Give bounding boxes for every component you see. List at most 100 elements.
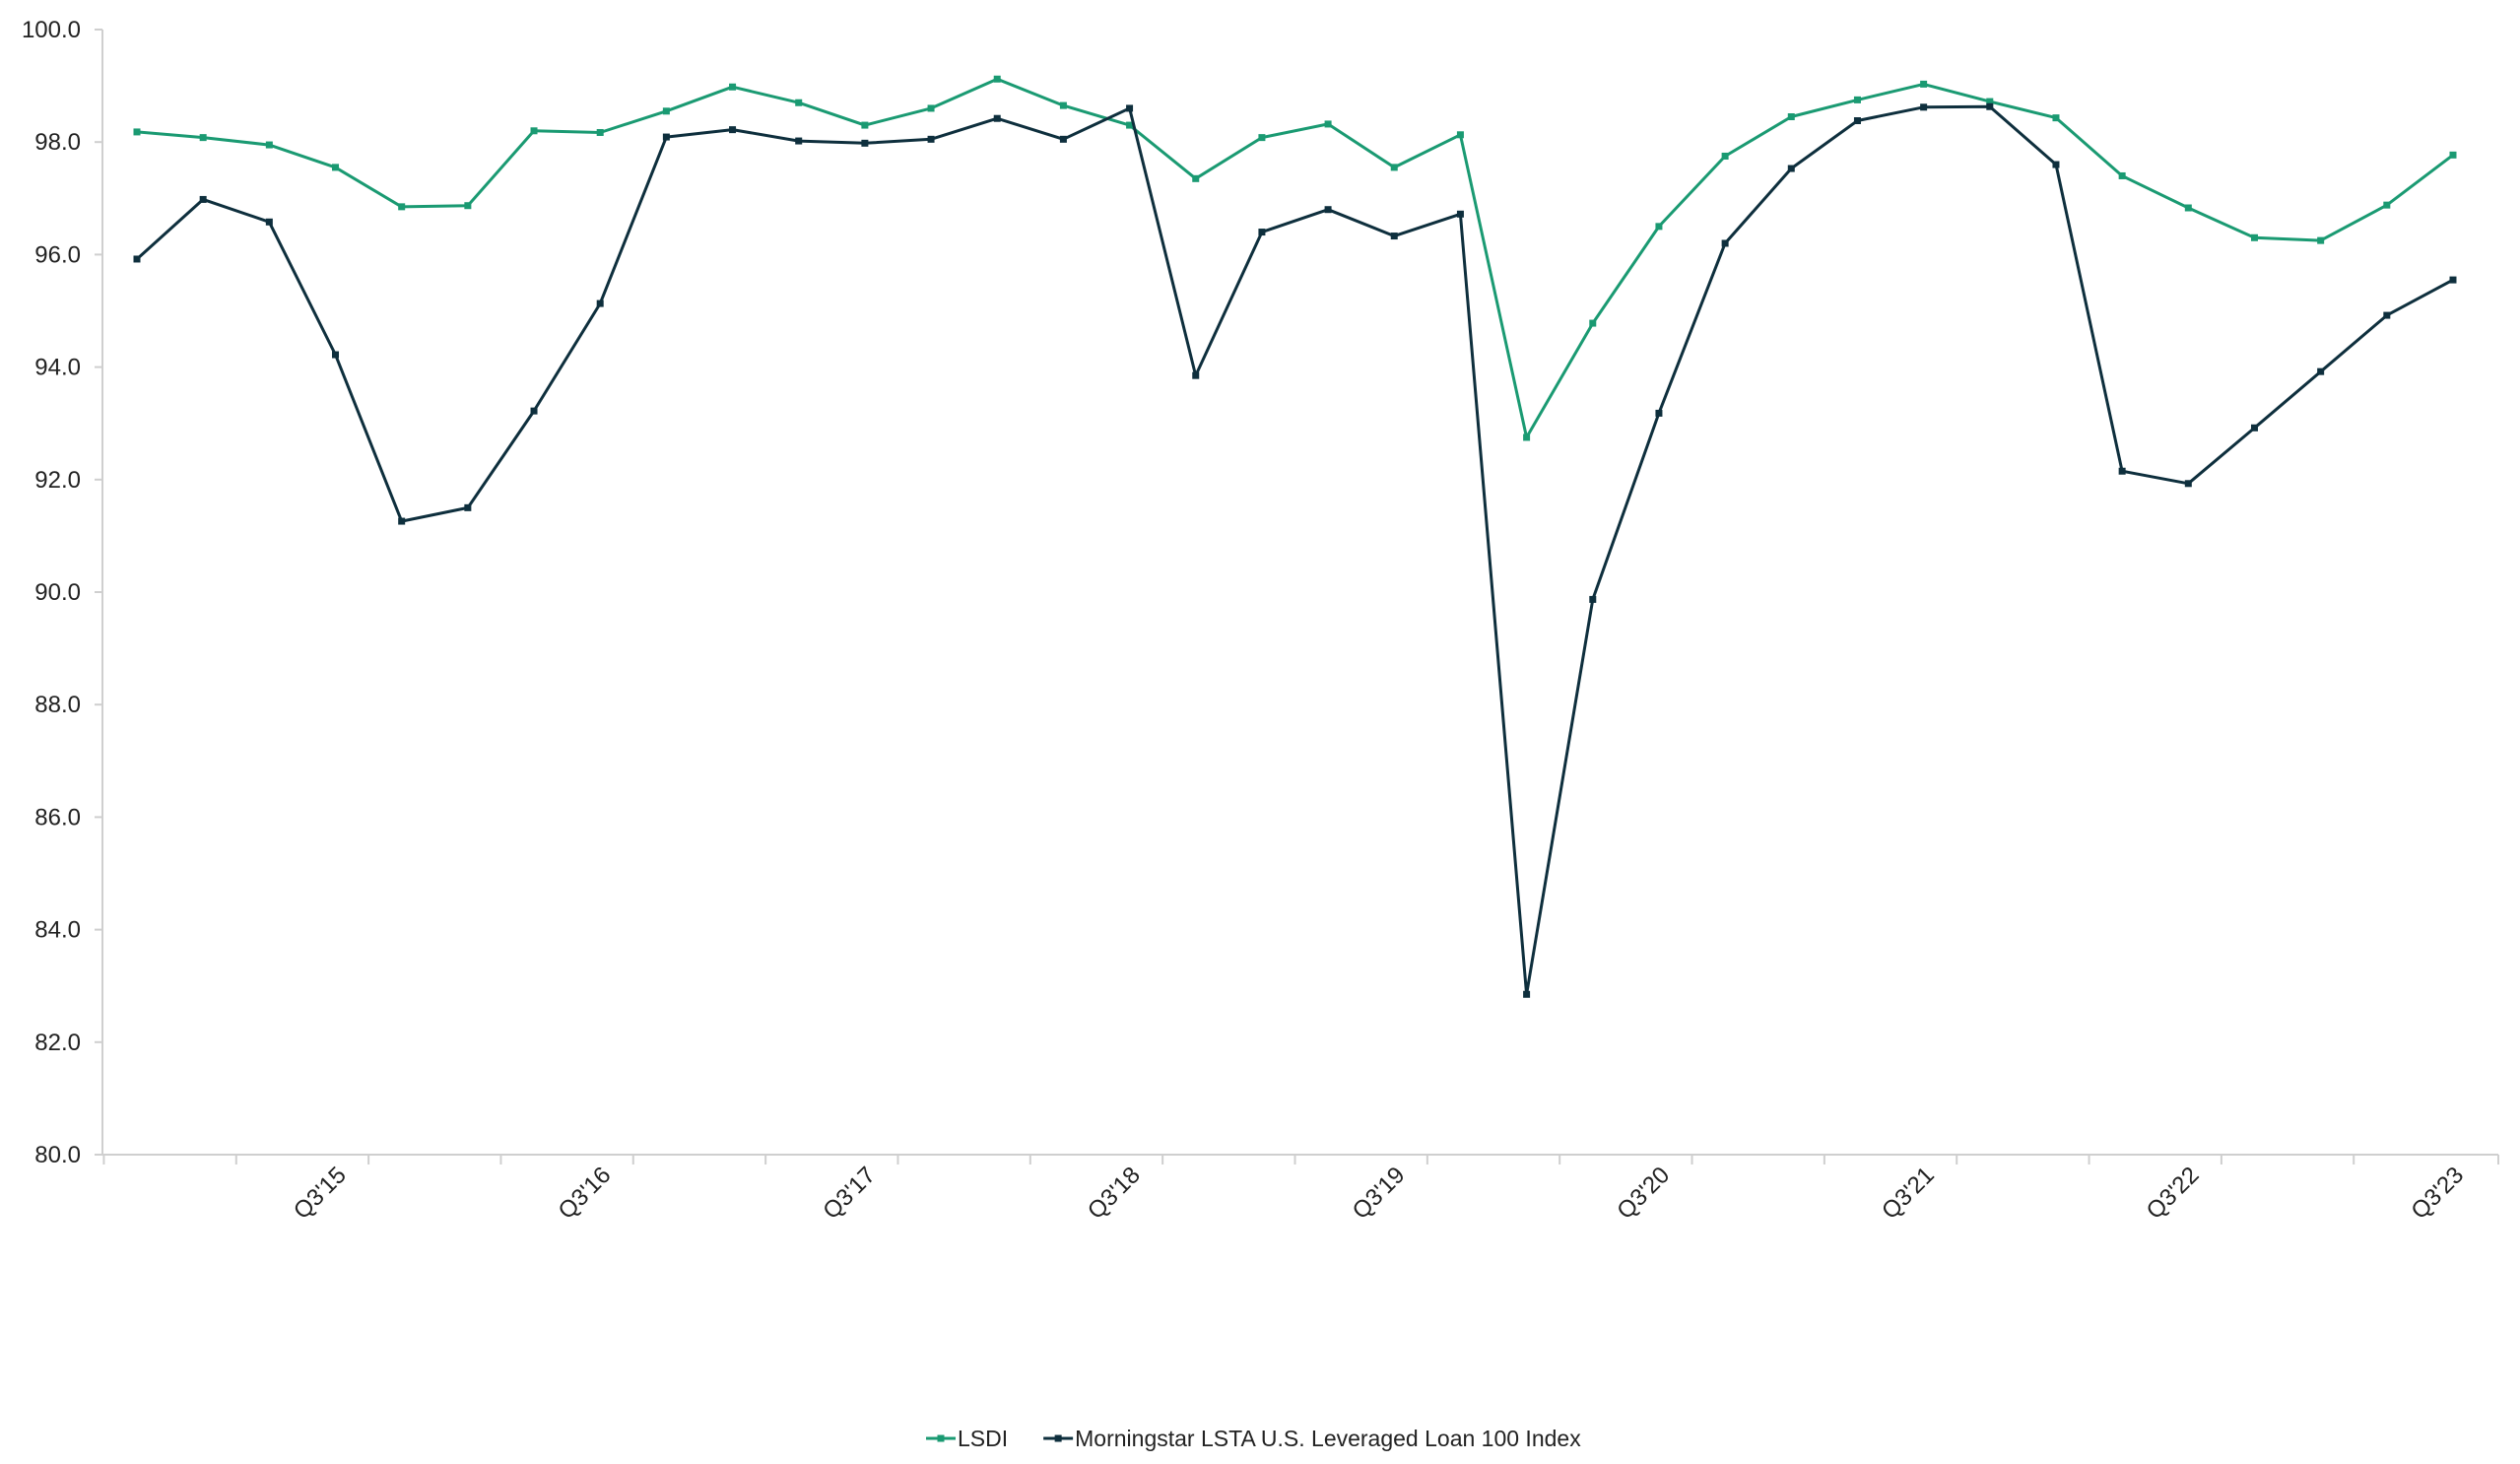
data-point: [2184, 480, 2192, 488]
data-point: [1126, 121, 1134, 129]
data-point: [795, 99, 803, 106]
data-point: [1324, 120, 1332, 128]
x-tick-label: Q3'22: [2142, 1162, 2205, 1225]
data-point: [662, 107, 670, 115]
data-point: [332, 164, 340, 171]
data-point: [265, 218, 273, 226]
legend-swatch-marker: [1054, 1434, 1062, 1442]
y-tick-label: 80.0: [34, 1142, 81, 1168]
data-point: [199, 195, 207, 203]
data-point: [1853, 117, 1861, 125]
y-tick-label: 90.0: [34, 579, 81, 606]
y-tick-label: 86.0: [34, 804, 81, 831]
data-point: [1059, 135, 1067, 143]
series-morningstar-lsta-index: [133, 102, 2457, 998]
data-point: [861, 121, 869, 129]
data-point: [464, 202, 472, 210]
data-point: [1986, 98, 1994, 105]
data-point: [133, 128, 141, 136]
data-point: [1986, 102, 1994, 110]
data-point: [265, 141, 273, 149]
y-tick-label: 100.0: [22, 17, 81, 43]
data-point: [2118, 171, 2126, 179]
data-point: [1390, 233, 1398, 240]
data-point: [1787, 165, 1795, 172]
data-point: [1126, 104, 1134, 112]
data-point: [1192, 371, 1200, 379]
data-point: [2383, 201, 2391, 209]
data-point: [795, 137, 803, 145]
data-point: [2449, 151, 2457, 159]
data-point: [2250, 233, 2258, 241]
data-point: [1655, 223, 1663, 231]
data-point: [1787, 113, 1795, 121]
data-point: [927, 104, 935, 112]
data-point: [398, 203, 406, 211]
y-tick-label: 84.0: [34, 917, 81, 944]
y-tick-label: 98.0: [34, 129, 81, 156]
y-tick-label: 94.0: [34, 355, 81, 381]
data-point: [596, 299, 604, 307]
data-point: [2118, 467, 2126, 475]
data-point: [398, 517, 406, 525]
y-axis: 80.0 82.0 84.0 86.0 88.0 90.0 92.0 94.0 96.0 98.0…: [22, 17, 103, 1168]
legend-label: Morningstar LSTA U.S. Leveraged Loan 100…: [1075, 1426, 1581, 1451]
legend-item: Morningstar LSTA U.S. Leveraged Loan 100…: [1043, 1426, 1581, 1451]
series-line: [135, 104, 2454, 996]
x-tick-label: Q3'16: [554, 1162, 617, 1225]
data-point: [1523, 433, 1531, 441]
data-point: [2052, 114, 2060, 122]
x-tick-label: Q3'15: [289, 1162, 352, 1225]
data-point: [1655, 409, 1663, 417]
data-point: [1192, 174, 1200, 182]
series-lsdi: [133, 75, 2457, 441]
data-point: [596, 128, 604, 136]
data-point: [861, 139, 869, 147]
data-point: [2449, 276, 2457, 284]
data-point: [1523, 990, 1531, 998]
data-point: [464, 503, 472, 511]
y-tick-label: 88.0: [34, 692, 81, 718]
data-point: [1853, 96, 1861, 103]
data-point: [1920, 103, 1928, 111]
data-point: [2317, 367, 2325, 375]
data-point: [2052, 161, 2060, 168]
data-point: [2184, 204, 2192, 212]
data-point: [1589, 595, 1597, 603]
data-point: [1589, 319, 1597, 327]
x-tick-label: Q3'18: [1083, 1162, 1146, 1225]
data-point: [1456, 210, 1464, 218]
data-point: [1721, 239, 1729, 247]
x-tick-label: Q3'17: [818, 1162, 881, 1225]
data-point: [927, 135, 935, 143]
data-point: [1258, 229, 1266, 236]
legend: LSDI Morningstar LSTA U.S. Leveraged Loan…: [926, 1426, 1581, 1451]
data-point: [2317, 236, 2325, 244]
data-point: [2250, 424, 2258, 432]
x-tick-label: Q3'23: [2406, 1162, 2469, 1225]
data-point: [199, 134, 207, 142]
y-tick-label: 92.0: [34, 467, 81, 494]
legend-item: LSDI: [926, 1426, 1008, 1451]
series-line: [136, 77, 2454, 439]
data-point: [993, 114, 1001, 122]
data-point: [1258, 134, 1266, 142]
data-point: [1721, 152, 1729, 160]
data-point: [729, 83, 737, 91]
data-point: [1920, 80, 1928, 88]
data-point: [1324, 206, 1332, 214]
x-tick-label: Q3'20: [1612, 1162, 1675, 1225]
y-tick-label: 82.0: [34, 1030, 81, 1056]
x-tick-label: Q3'19: [1348, 1162, 1411, 1225]
series-layer: [133, 75, 2457, 998]
legend-label: LSDI: [958, 1426, 1008, 1451]
x-tick-label: Q3'21: [1877, 1162, 1940, 1225]
y-tick-label: 96.0: [34, 241, 81, 268]
data-point: [1390, 164, 1398, 171]
data-point: [729, 126, 737, 134]
data-point: [1059, 101, 1067, 109]
data-point: [2383, 311, 2391, 319]
data-point: [993, 75, 1001, 83]
legend-swatch-marker: [937, 1434, 945, 1442]
